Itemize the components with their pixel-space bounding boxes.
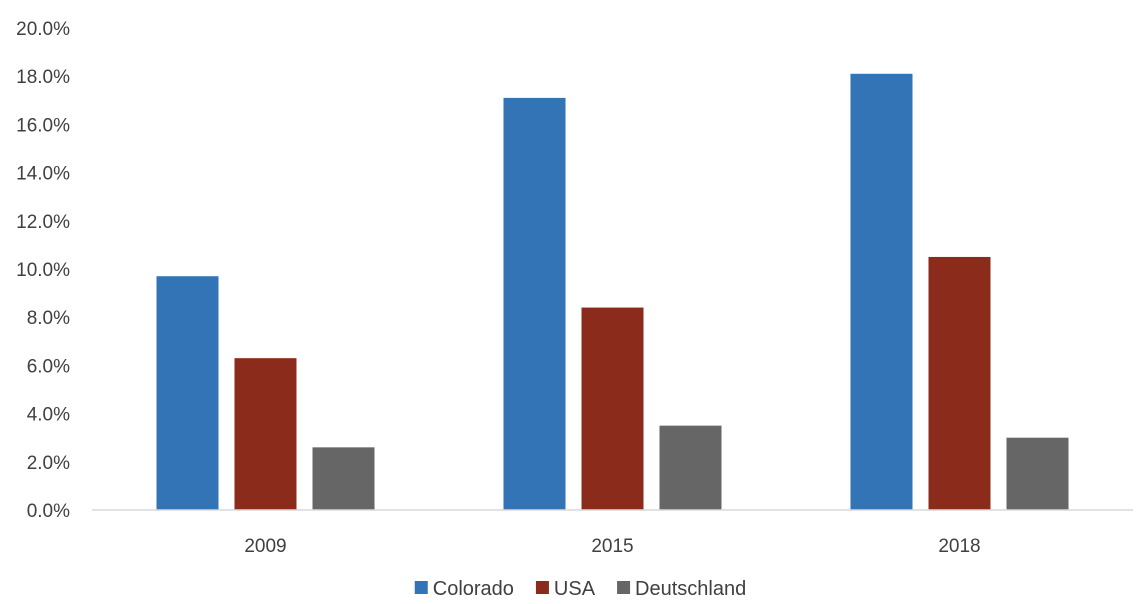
legend-label: Colorado xyxy=(433,578,514,600)
bar-deutschland-2015 xyxy=(659,425,722,510)
bar-usa-2015 xyxy=(581,307,644,510)
y-tick-label: 12.0% xyxy=(16,212,70,233)
y-tick-label: 2.0% xyxy=(27,453,70,474)
bar-deutschland-2018 xyxy=(1006,437,1069,510)
x-tick-label: 2015 xyxy=(591,536,633,557)
x-tick-label: 2018 xyxy=(938,536,980,557)
x-tick-label: 2009 xyxy=(244,536,286,557)
y-tick-label: 4.0% xyxy=(27,405,70,426)
bar-usa-2009 xyxy=(234,358,297,510)
y-tick-label: 20.0% xyxy=(16,19,70,40)
legend: Colorado USA Deutschland xyxy=(414,578,746,600)
y-tick-label: 14.0% xyxy=(16,164,70,185)
y-tick-label: 18.0% xyxy=(16,67,70,88)
y-tick-label: 10.0% xyxy=(16,260,70,281)
legend-label: Deutschland xyxy=(635,578,746,600)
bar-deutschland-2009 xyxy=(312,447,375,510)
y-tick-label: 6.0% xyxy=(27,356,70,377)
x-axis: 2009 2015 2018 xyxy=(244,536,980,557)
y-axis: 0.0% 2.0% 4.0% 6.0% 8.0% 10.0% 12.0% 14.0% 16.0%… xyxy=(16,19,70,522)
plot-area xyxy=(156,73,1069,510)
y-tick-label: 0.0% xyxy=(27,501,70,522)
legend-label: USA xyxy=(554,578,596,600)
legend-swatch-colorado xyxy=(414,581,428,594)
bar-colorado-2009 xyxy=(156,276,219,510)
y-tick-label: 16.0% xyxy=(16,115,70,136)
bar-colorado-2018 xyxy=(850,73,913,510)
legend-swatch-deutschland xyxy=(617,581,631,594)
bar-colorado-2015 xyxy=(503,97,566,510)
legend-swatch-usa xyxy=(535,581,549,594)
bar-usa-2018 xyxy=(928,256,991,510)
y-tick-label: 8.0% xyxy=(27,308,70,329)
